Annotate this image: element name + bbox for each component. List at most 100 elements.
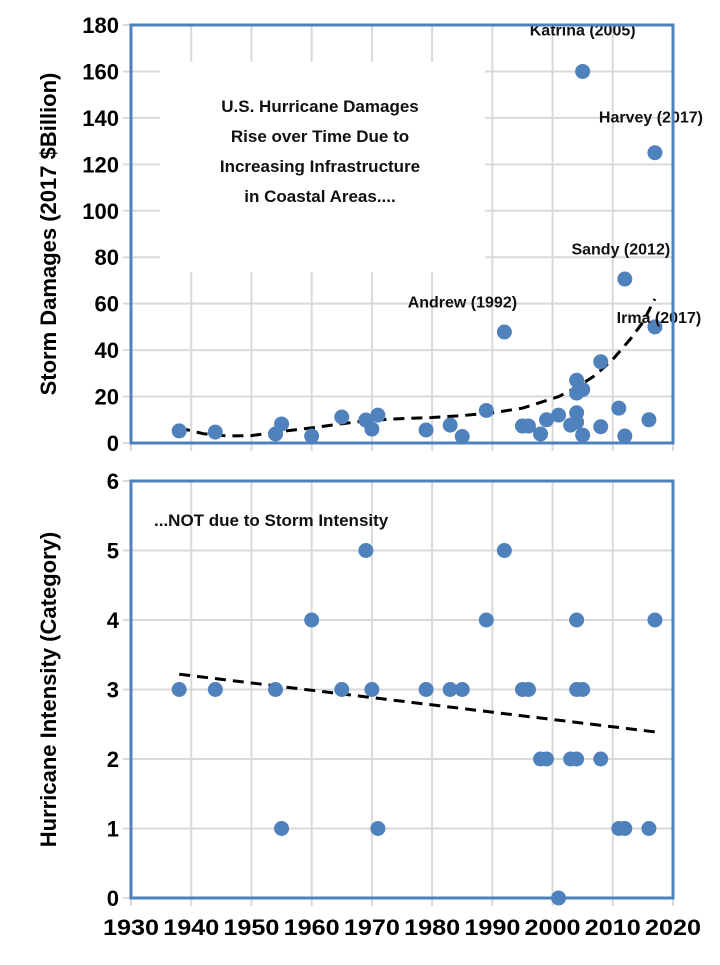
y-tick-label: 160	[82, 59, 119, 84]
x-tick-label: 2020	[645, 915, 701, 940]
data-point	[370, 407, 386, 423]
data-point	[539, 412, 555, 428]
y-tick-label: 120	[82, 152, 119, 177]
intensity-chart: ...NOT due to Storm Intensity 0 1 2 3 4 5 6 19…	[36, 469, 701, 940]
data-point	[334, 409, 350, 425]
data-point	[533, 426, 549, 442]
x-tick-label: 1980	[404, 915, 460, 940]
x-tick-label: 1960	[284, 915, 340, 940]
x-tick-label: 1940	[163, 915, 219, 940]
data-point	[647, 145, 663, 161]
damages-callouts: Katrina (2005) Harvey (2017) Sandy (2012…	[408, 22, 703, 326]
data-point	[370, 821, 386, 836]
intensity-trendline	[179, 672, 656, 734]
data-point	[569, 612, 585, 628]
data-point	[274, 821, 290, 836]
data-point	[364, 682, 380, 697]
intensity-grid	[123, 480, 674, 906]
data-point	[454, 428, 470, 444]
data-point	[593, 751, 609, 767]
data-point	[268, 682, 284, 697]
data-point	[539, 751, 555, 767]
data-point	[520, 418, 536, 434]
damages-annotation-background	[160, 62, 485, 272]
data-point	[641, 821, 657, 836]
x-tick-label: 1930	[103, 915, 159, 940]
data-point	[171, 423, 187, 439]
damages-y-tick-labels: 0 20 40 60 80 100 120 140 160 180	[82, 13, 119, 456]
data-point	[575, 427, 591, 443]
y-tick-label: 6	[107, 469, 119, 494]
y-tick-label: 60	[95, 292, 119, 317]
y-tick-label: 5	[107, 539, 119, 564]
callout-andrew: Andrew (1992)	[408, 295, 517, 312]
data-point	[442, 682, 458, 697]
data-point	[575, 682, 591, 697]
y-tick-label: 3	[107, 678, 119, 703]
data-point	[418, 682, 434, 697]
y-tick-label: 0	[107, 431, 119, 456]
data-point	[617, 821, 633, 836]
x-tick-label: 2000	[525, 915, 581, 940]
x-tick-label: 1990	[464, 915, 520, 940]
data-point	[478, 402, 494, 418]
data-point	[647, 612, 663, 628]
damages-chart: U.S. Hurricane Damages Rise over Time Du…	[36, 13, 703, 456]
data-point	[171, 682, 187, 697]
damages-plot-frame	[129, 23, 675, 445]
damages-points	[171, 63, 663, 444]
data-point	[442, 417, 458, 433]
y-tick-label: 2	[107, 747, 119, 772]
data-point	[304, 612, 320, 628]
data-point	[520, 682, 536, 697]
y-tick-label: 140	[82, 106, 119, 131]
data-point	[364, 421, 380, 437]
damages-annotation-line: Increasing Infrastructure	[220, 157, 420, 176]
data-point	[593, 419, 609, 435]
callout-harvey: Harvey (2017)	[599, 110, 703, 127]
damages-annotation-line: in Coastal Areas....	[244, 187, 395, 206]
data-point	[569, 751, 585, 767]
y-tick-label: 180	[82, 13, 119, 38]
data-point	[478, 612, 494, 628]
intensity-y-tick-labels: 0 1 2 3 4 5 6	[107, 469, 120, 911]
x-tick-label: 1950	[223, 915, 279, 940]
damages-annotation-line: Rise over Time Due to	[231, 127, 409, 146]
damages-annotation-line: U.S. Hurricane Damages	[221, 97, 418, 116]
intensity-x-tick-labels: 1930 1940 1950 1960 1970 1980 1990 2000 2010 2020	[103, 915, 701, 940]
data-point	[274, 416, 290, 432]
intensity-y-axis-title: Hurricane Intensity (Category)	[36, 532, 61, 847]
data-point	[304, 428, 320, 444]
data-point	[334, 682, 350, 697]
x-tick-label: 1970	[344, 915, 400, 940]
damages-annotation: U.S. Hurricane Damages Rise over Time Du…	[220, 97, 420, 206]
y-tick-label: 40	[95, 338, 119, 363]
data-point	[551, 407, 567, 423]
data-point	[496, 324, 512, 340]
data-point	[358, 543, 374, 558]
callout-sandy: Sandy (2012)	[571, 241, 670, 258]
y-tick-label: 20	[95, 385, 119, 410]
callout-katrina: Katrina (2005)	[530, 22, 636, 39]
data-point	[207, 682, 223, 697]
data-point	[611, 400, 627, 416]
y-tick-label: 0	[107, 886, 119, 911]
data-point	[418, 422, 434, 438]
intensity-plot-frame	[129, 479, 675, 900]
data-point	[647, 319, 663, 335]
data-point	[496, 543, 512, 558]
callout-irma: Irma (2017)	[617, 310, 702, 327]
trend-line	[179, 672, 656, 734]
y-tick-label: 1	[107, 817, 119, 842]
damages-y-axis-title: Storm Damages (2017 $Billion)	[36, 73, 61, 396]
data-point	[593, 354, 609, 370]
data-point	[575, 63, 591, 79]
y-tick-label: 80	[95, 245, 119, 270]
data-point	[617, 271, 633, 287]
data-point	[641, 412, 657, 428]
intensity-annotation: ...NOT due to Storm Intensity	[154, 511, 389, 530]
data-point	[207, 424, 223, 440]
data-point	[617, 428, 633, 444]
y-tick-label: 4	[107, 608, 120, 633]
